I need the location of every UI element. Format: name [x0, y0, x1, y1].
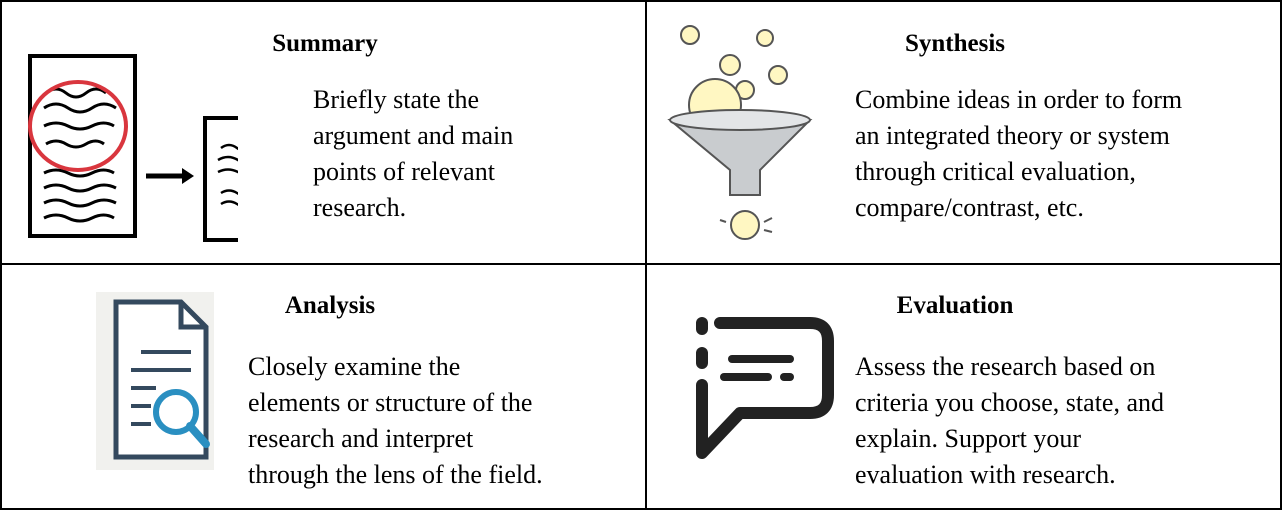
- cell-description-line: Assess the research based on: [855, 352, 1156, 381]
- cell-description-line: an integrated theory or system: [855, 121, 1170, 150]
- cell-title: Analysis: [284, 292, 376, 319]
- cell-title: Summary: [272, 30, 378, 57]
- cell-description-line: compare/contrast, etc.: [855, 193, 1084, 222]
- summary-icon: [28, 54, 238, 242]
- cell-description-line: criteria you choose, state, and: [855, 388, 1164, 417]
- evaluation-icon: [696, 317, 834, 459]
- cell-title: Synthesis: [904, 30, 1006, 57]
- cell-description-line: Closely examine the: [248, 352, 461, 381]
- analysis-icon: [96, 292, 214, 470]
- cell-description-line: Combine ideas in order to form: [855, 85, 1183, 114]
- cell-description-line: research.: [313, 193, 407, 222]
- synthesis-icon: [667, 25, 813, 240]
- cell-description-line: Briefly state the: [313, 85, 480, 114]
- cell-description-line: argument and main: [313, 121, 514, 150]
- cell-description-line: research and interpret: [248, 424, 474, 453]
- cell-description-line: points of relevant: [313, 157, 495, 186]
- cell-description-line: through critical evaluation,: [855, 157, 1136, 186]
- cell-description-line: through the lens of the field.: [248, 460, 543, 489]
- cell-description-line: explain. Support your: [855, 424, 1082, 453]
- cell-description-line: evaluation with research.: [855, 460, 1116, 489]
- cell-title: Evaluation: [896, 292, 1014, 319]
- cell-description-line: elements or structure of the: [248, 388, 533, 417]
